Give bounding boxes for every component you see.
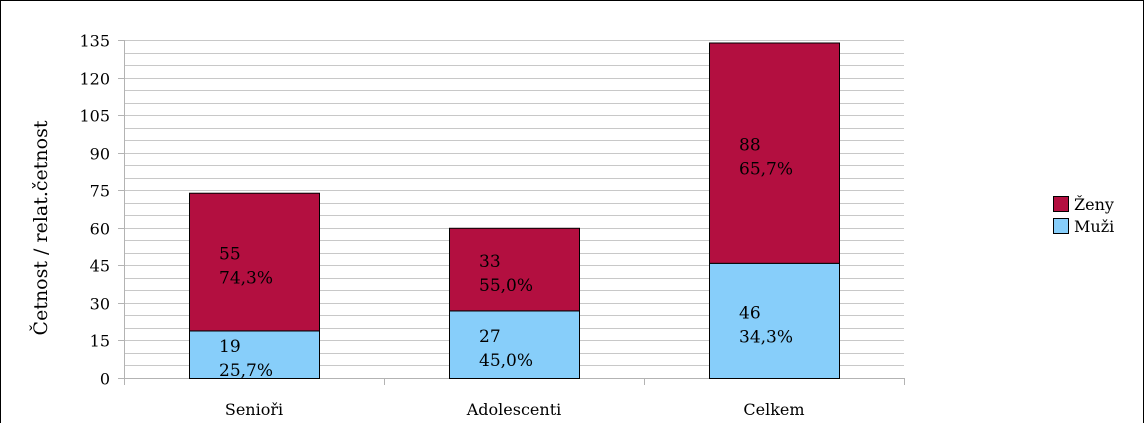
bar-segment bbox=[189, 192, 320, 332]
bar-value-label: 88 bbox=[739, 136, 761, 156]
bar-percent-label: 74,3% bbox=[219, 269, 273, 289]
legend-label: Muži bbox=[1074, 217, 1114, 236]
x-tick-label: Celkem bbox=[743, 400, 804, 419]
y-tick-label: 135 bbox=[79, 32, 110, 51]
x-tick-label: Adolescenti bbox=[466, 400, 562, 419]
legend-swatch bbox=[1053, 218, 1069, 234]
legend-swatch bbox=[1053, 196, 1069, 212]
y-tick-label: 0 bbox=[100, 370, 110, 389]
bar-value-label: 19 bbox=[219, 337, 241, 357]
y-axis-label: Četnost / relat.četnost bbox=[29, 120, 52, 335]
bar-percent-label: 34,3% bbox=[739, 327, 793, 347]
legend: Ženy Muži bbox=[1053, 194, 1114, 236]
bar-segment bbox=[709, 42, 840, 264]
bar-percent-label: 55,0% bbox=[479, 276, 533, 296]
y-tick-label: 90 bbox=[90, 145, 110, 164]
bar-value-label: 27 bbox=[479, 327, 501, 347]
y-tick-label: 60 bbox=[90, 220, 110, 239]
data-labels: 19 25,7% 55 74,3% 27 45,0% 33 55,0% 46 34,3% 88 65,… bbox=[219, 136, 793, 382]
bar-segment bbox=[449, 310, 580, 379]
y-tick-label: 105 bbox=[79, 107, 110, 126]
y-tick-label: 45 bbox=[90, 257, 110, 276]
bars bbox=[189, 42, 840, 379]
bar-percent-label: 45,0% bbox=[479, 351, 533, 371]
bar-percent-label: 65,7% bbox=[739, 160, 793, 180]
bar-value-label: 46 bbox=[739, 303, 761, 323]
bar-value-label: 33 bbox=[479, 252, 501, 272]
bar-value-label: 55 bbox=[219, 245, 241, 265]
bar-percent-label: 25,7% bbox=[219, 361, 273, 381]
bar-segment bbox=[189, 330, 320, 379]
y-tick-label: 30 bbox=[90, 295, 110, 314]
bar-segment bbox=[449, 227, 580, 312]
bar-segment bbox=[709, 262, 840, 379]
y-tick-label: 75 bbox=[90, 182, 110, 201]
y-tick-label: 15 bbox=[90, 332, 110, 351]
legend-label: Ženy bbox=[1074, 194, 1114, 214]
y-tick-label: 120 bbox=[79, 70, 110, 89]
x-tick-label: Senioři bbox=[225, 400, 283, 419]
